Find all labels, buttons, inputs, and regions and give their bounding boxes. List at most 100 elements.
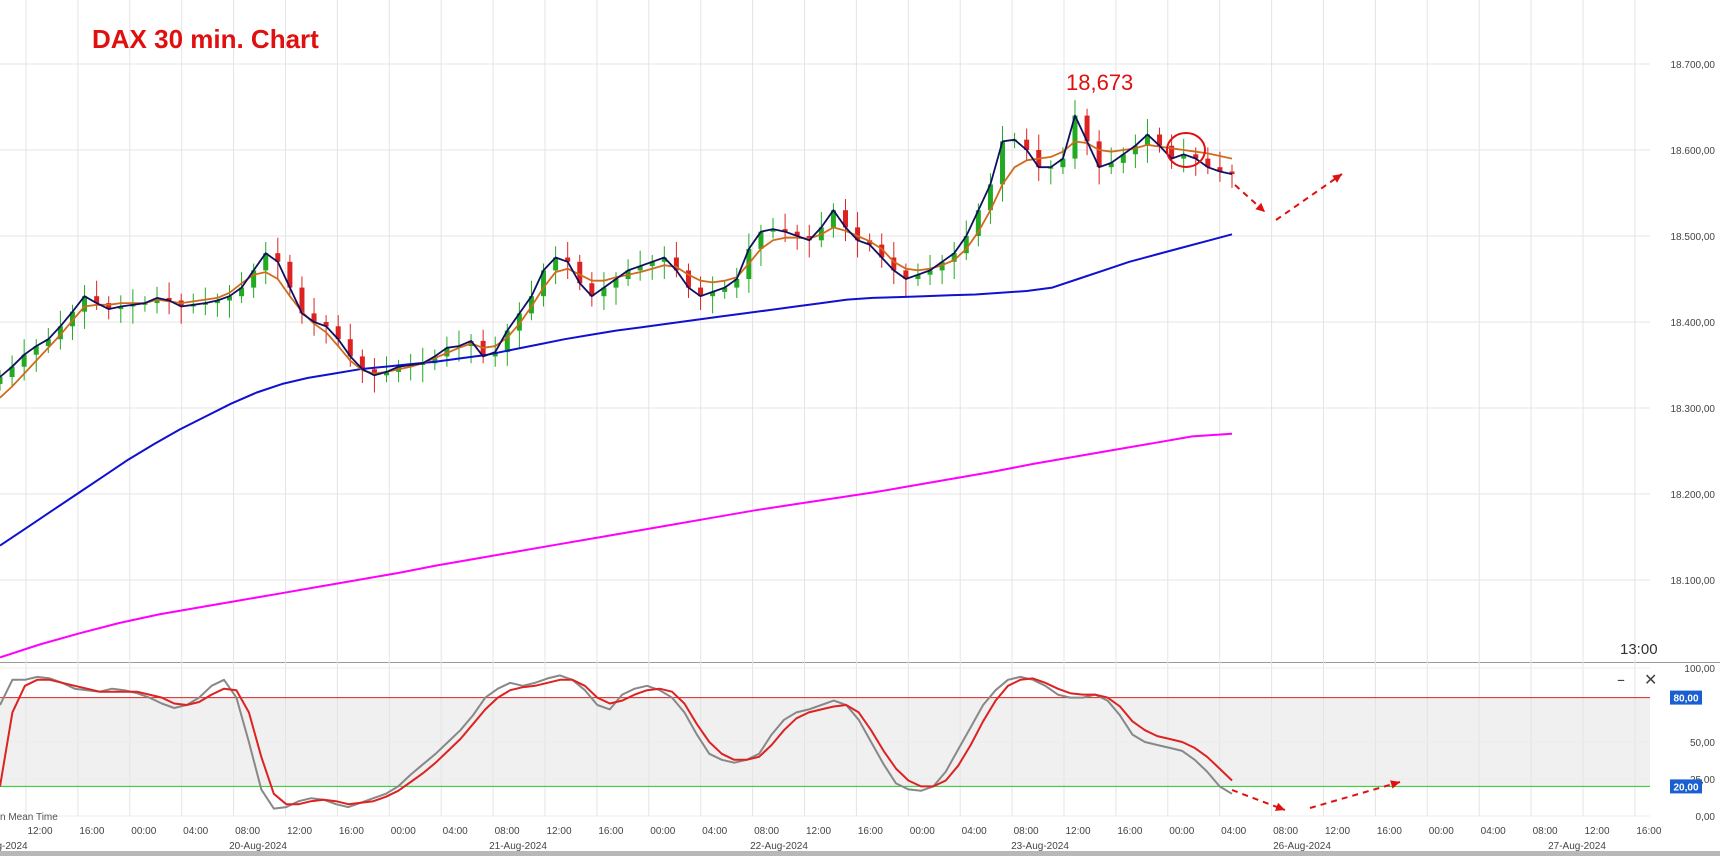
date-label: 27-Aug-2024 [1548,841,1606,852]
candle-body [1169,145,1175,159]
x-tick-label: 00:00 [131,826,156,837]
candle-body [1096,141,1102,168]
candle-body [710,291,716,297]
candle-body [915,274,921,279]
x-tick-label: 16:00 [858,826,883,837]
candle-body [21,354,27,367]
candle-body [1157,134,1163,146]
date-label: 23-Aug-2024 [1011,841,1069,852]
candle-body [927,270,933,275]
date-label: g-2024 [0,841,28,852]
candle-body [106,303,112,310]
candle-body [492,352,498,357]
x-tick-label: 08:00 [1014,826,1039,837]
candle-body [673,257,679,271]
candle-body [1108,162,1114,168]
peak-annotation: 18,673 [1066,70,1134,95]
time-label: 13:00 [1620,641,1658,658]
x-tick-label: 04:00 [702,826,727,837]
x-tick-label: 08:00 [235,826,260,837]
stoch-arrow-down [1231,789,1286,811]
candle-body [251,270,257,288]
candle-body [685,270,691,288]
candle-body [649,261,655,267]
candle-body [891,257,897,271]
candle-body [57,326,63,340]
x-tick-label: 08:00 [754,826,779,837]
y-tick-label: 18.500,00 [1671,232,1716,243]
date-label: 21-Aug-2024 [489,841,547,852]
date-label: 22-Aug-2024 [750,841,808,852]
candle-body [637,266,643,271]
candle-body [1193,154,1199,159]
footer-note: n Mean Time [0,812,58,823]
candle-body [661,257,667,262]
candle-body [722,287,728,292]
x-tick-label: 16:00 [339,826,364,837]
candle-body [359,356,365,370]
x-tick-label: 08:00 [1273,826,1298,837]
candle-body [855,227,861,241]
x-tick-label: 04:00 [443,826,468,837]
level-badge [1670,690,1702,705]
candle-body [275,253,281,262]
candle-body [166,297,172,301]
price-pane [0,0,1720,660]
x-tick-label: 00:00 [910,826,935,837]
stoch-d-line [0,677,1233,806]
candle-body [879,244,885,258]
candle-body [1229,171,1235,175]
ma-longest-line [0,432,1233,659]
candle-body [432,356,438,364]
x-tick-label: 00:00 [1169,826,1194,837]
y-tick-label: 18.400,00 [1671,318,1716,329]
candle-body [371,369,377,376]
forecast-arrow-up [1275,173,1343,221]
candle-body [1000,141,1006,185]
x-tick-label: 04:00 [962,826,987,837]
x-tick-label: 08:00 [1533,826,1558,837]
candle-body [263,253,269,271]
stoch-y-tick-label: 25,00 [1690,775,1715,786]
date-label: 20-Aug-2024 [229,841,287,852]
horizontal-scrollbar[interactable] [0,851,1720,856]
level-label: 80,00 [1673,694,1698,705]
level-badge [1670,779,1702,794]
y-tick-label: 18.200,00 [1671,490,1716,501]
candle-body [214,300,220,304]
candle-body [577,261,583,284]
candle-body [299,287,305,314]
candle-body [504,330,510,353]
candle-body [553,257,559,271]
pane-divider [0,662,1720,663]
candle-body [0,377,3,384]
candle-body [311,313,317,322]
forecast-arrow-down-head [1255,202,1265,212]
candle-body [82,296,88,312]
x-tick-label: 08:00 [495,826,520,837]
candle-body [347,339,353,357]
x-tick-label: 12:00 [806,826,831,837]
ma-long-line [0,233,1233,547]
x-tick-label: 04:00 [183,826,208,837]
x-tick-label: 16:00 [598,826,623,837]
candle-body [794,231,800,236]
close-icon[interactable]: ✕ [1644,670,1658,689]
candle-body [698,287,704,297]
candle-body [758,231,764,249]
chart-title: DAX 30 min. Chart [92,24,319,54]
candle-body [1217,167,1223,172]
x-tick-label: 00:00 [1429,826,1454,837]
forecast-arrow-up-head [1332,174,1342,183]
candle-body [1072,115,1078,159]
candle-body [770,229,776,232]
candle-body [1024,139,1030,150]
x-tick-label: 04:00 [1221,826,1246,837]
candle-body [1144,134,1150,146]
candle-body [830,210,836,228]
minimize-icon[interactable]: – [1617,670,1625,689]
candle-body [1181,154,1187,159]
x-tick-label: 16:00 [1636,826,1661,837]
